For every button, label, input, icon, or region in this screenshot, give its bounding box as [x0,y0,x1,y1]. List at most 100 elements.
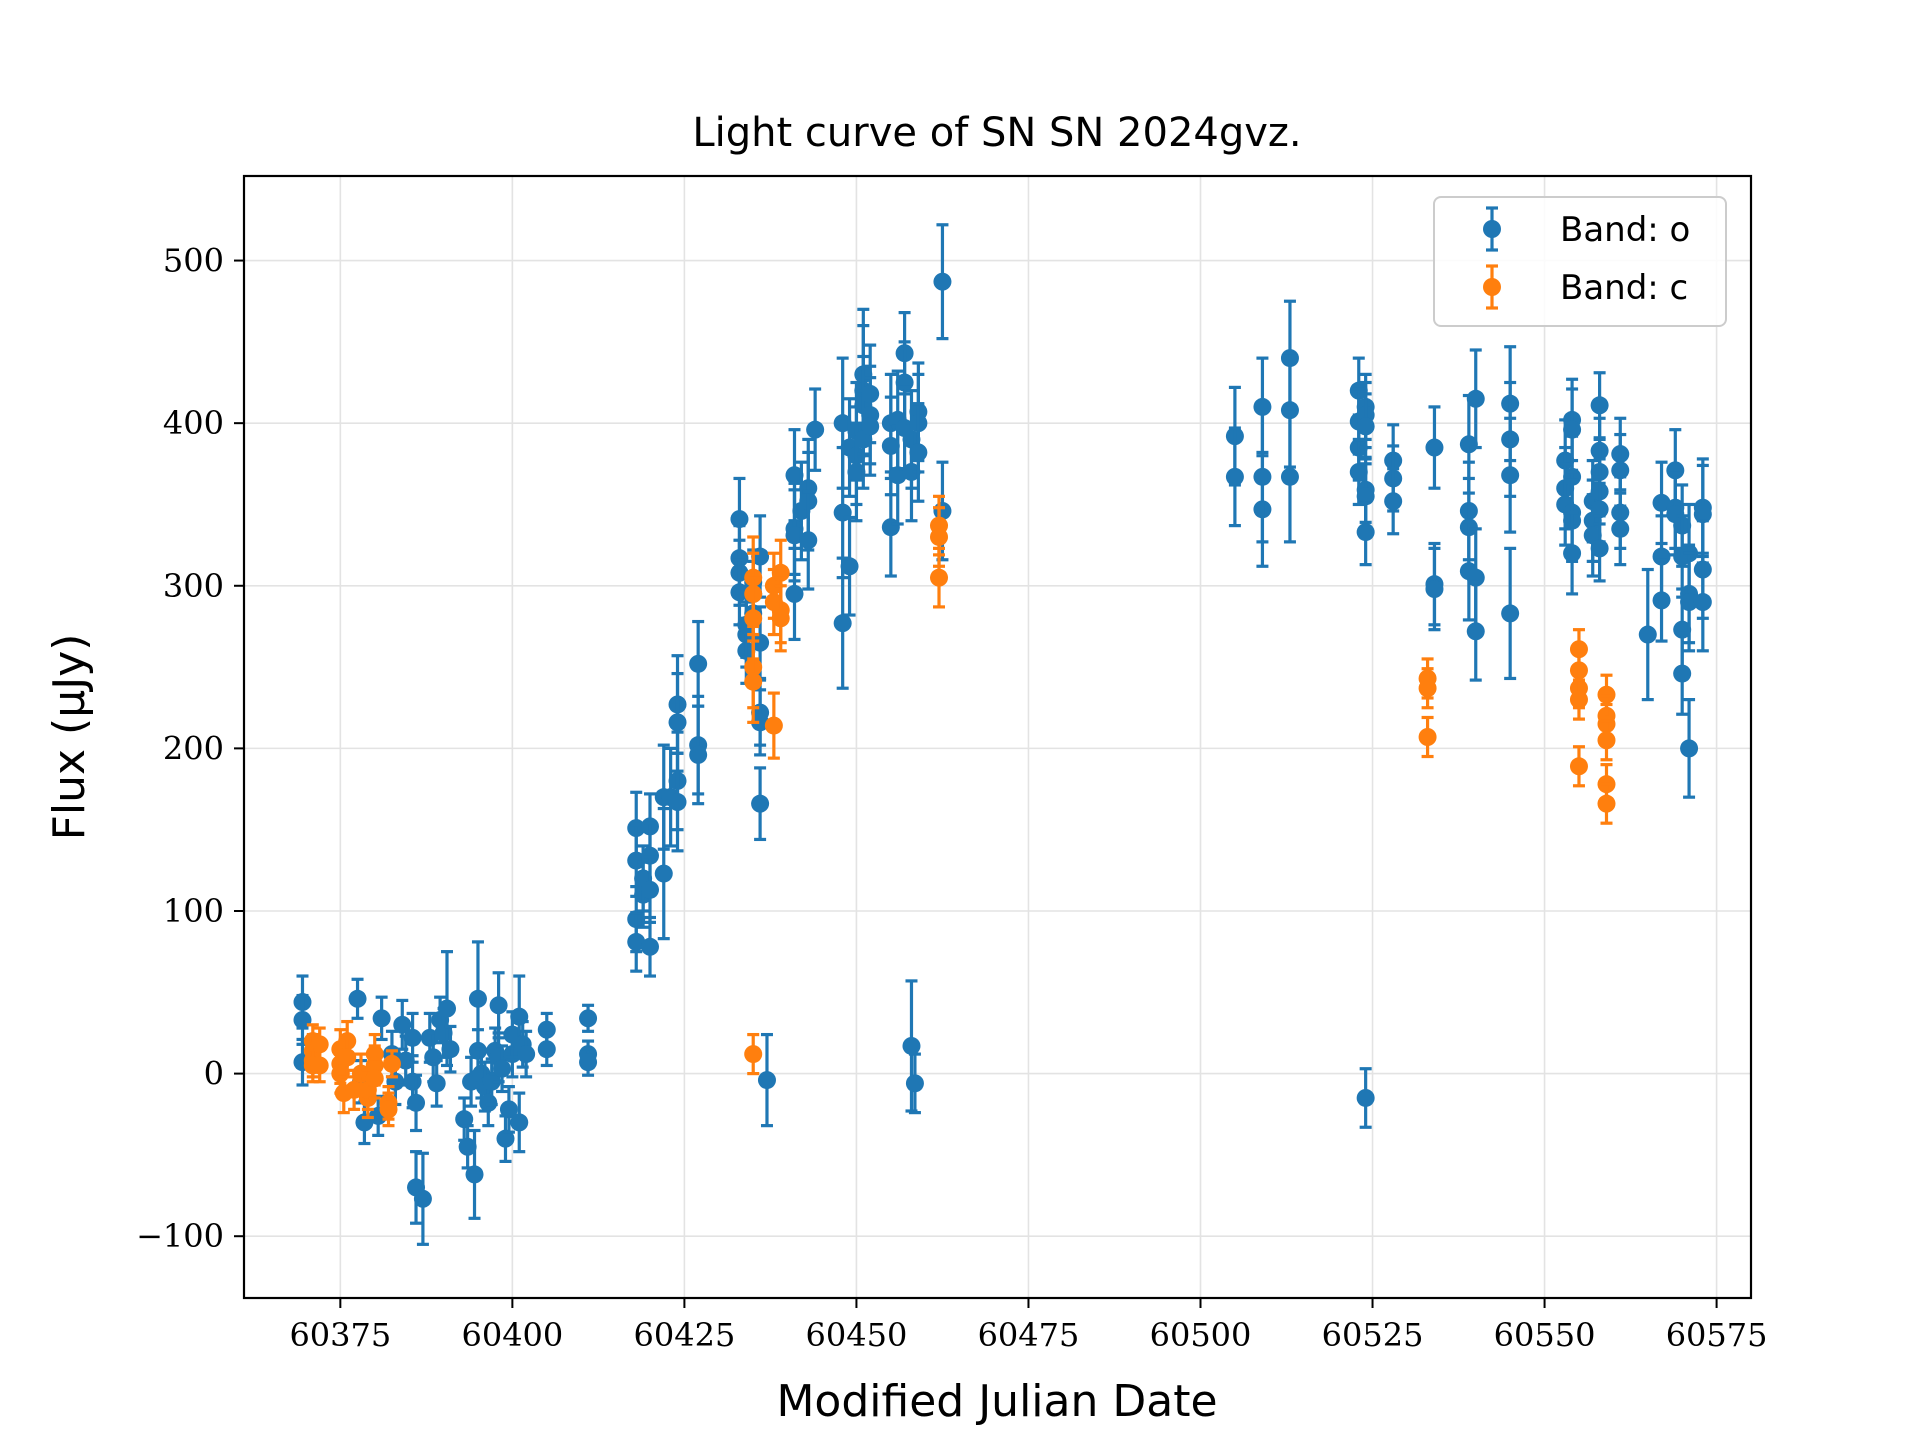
data-point [764,691,783,760]
data-point [372,995,391,1042]
point-marker [668,793,687,812]
series-band-o [293,223,1712,1246]
point-marker [764,716,783,735]
point-marker [1349,462,1368,481]
point-marker [730,583,749,602]
data-point [833,556,852,690]
point-marker [1638,625,1657,644]
data-point [1356,497,1375,567]
point-marker [771,609,790,628]
point-marker [393,1015,412,1034]
series-layer [293,223,1712,1246]
ticks: 60375 60400 60425 60450 60475 60500 60525 60550… [136,242,1767,1354]
point-marker [437,999,456,1018]
data-point [1466,580,1485,682]
point-marker [479,1093,498,1112]
point-marker [744,672,763,691]
data-point [441,1024,460,1074]
x-tick-label: 60400 [461,1316,563,1354]
point-marker [365,1069,384,1088]
point-marker [689,654,708,673]
y-tick-label: 300 [163,567,224,605]
data-point [744,1032,763,1076]
point-marker [1569,757,1588,776]
data-point [806,387,825,472]
point-marker [1501,604,1520,623]
point-marker [689,745,708,764]
x-tick-label: 60550 [1494,1316,1596,1354]
data-point [689,619,708,708]
data-point [1425,405,1444,490]
point-marker [517,1045,536,1064]
point-marker [407,1093,426,1112]
point-marker [1280,401,1299,420]
data-point [537,1031,556,1068]
data-point [1597,719,1616,762]
point-marker [1611,519,1630,538]
legend-marker [1483,278,1501,296]
point-marker [785,526,804,545]
data-point [310,1047,329,1084]
point-marker [499,1100,518,1119]
point-marker [640,846,659,865]
point-marker [579,1009,598,1028]
data-point [1590,514,1609,583]
data-point [933,223,952,341]
point-marker [413,1189,432,1208]
data-point [427,1058,446,1108]
data-point [799,489,818,591]
x-tick-label: 60575 [1666,1316,1768,1354]
data-point [1569,678,1588,721]
data-point [348,977,367,1020]
point-marker [744,609,763,628]
legend-label: Band: c [1560,268,1688,308]
point-marker [1652,591,1671,610]
point-marker [833,614,852,633]
point-marker [1652,493,1671,512]
point-marker [1693,505,1712,524]
y-tick-label: 400 [163,404,224,442]
point-marker [1425,438,1444,457]
data-point [1501,416,1520,534]
y-tick-label: −100 [136,1217,224,1255]
point-marker [482,1072,501,1091]
point-marker [902,462,921,481]
point-marker [1673,664,1692,683]
data-point [757,1032,776,1128]
data-point [413,1151,432,1246]
point-marker [905,1074,924,1093]
data-point [840,515,859,617]
data-point [1225,426,1244,528]
point-marker [930,568,949,587]
data-point [493,1044,512,1094]
data-point [744,639,763,724]
data-point [1466,348,1485,450]
point-marker [730,510,749,529]
data-point [1680,697,1699,799]
point-marker [1225,467,1244,486]
point-marker [489,996,508,1015]
data-point [1569,745,1588,788]
point-marker [654,864,673,883]
point-marker [1563,544,1582,563]
data-point [365,1057,384,1100]
point-marker [627,851,646,870]
data-point [458,1124,477,1170]
data-point [1652,558,1671,643]
point-marker [579,1053,598,1072]
point-marker [338,1048,357,1067]
data-point [517,1029,536,1079]
point-marker [1501,466,1520,485]
point-marker [847,462,866,481]
y-tick-label: 100 [163,892,224,930]
point-marker [751,713,770,732]
point-marker [1569,640,1588,659]
point-marker [1693,593,1712,612]
data-point [668,751,687,853]
data-point [489,971,508,1040]
point-marker [785,466,804,485]
point-marker [1590,396,1609,415]
data-point [382,1049,401,1079]
data-point [1418,667,1437,710]
